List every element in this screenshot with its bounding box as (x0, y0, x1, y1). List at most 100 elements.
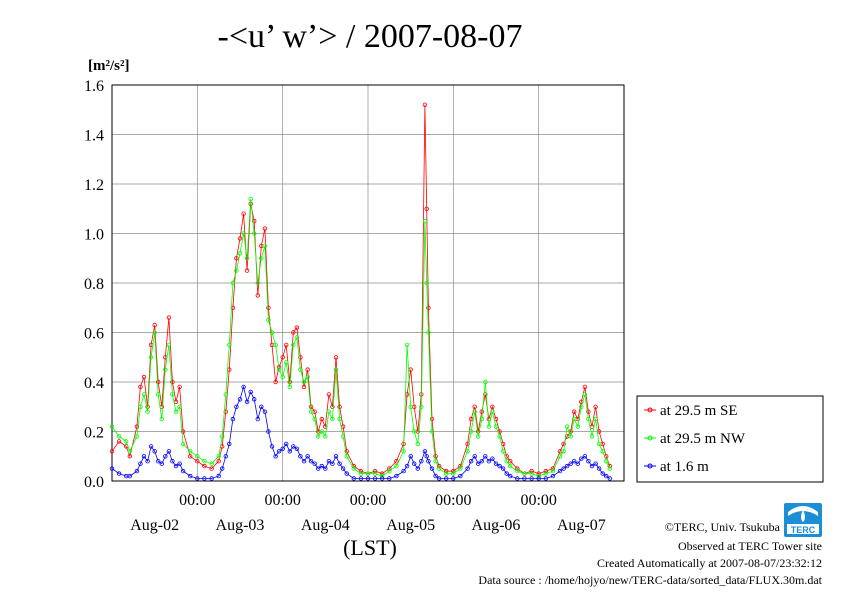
data-point (138, 404, 143, 409)
data-point (508, 473, 513, 479)
data-point (312, 416, 317, 422)
data-point (298, 367, 303, 372)
data-point (596, 466, 602, 471)
data-point (170, 379, 175, 385)
series-line (111, 104, 611, 475)
data-point (529, 471, 534, 476)
data-point (412, 461, 417, 466)
data-point (589, 463, 595, 469)
data-point (166, 315, 172, 320)
data-point (387, 468, 392, 474)
data-point (230, 280, 236, 286)
footer-copyright: ©TERC, Univ. Tsukuba (665, 520, 781, 534)
data-point (582, 384, 588, 390)
data-point (163, 454, 168, 459)
data-point (127, 454, 132, 459)
data-point (586, 459, 591, 464)
data-point (234, 268, 239, 273)
data-point (536, 471, 541, 476)
data-point (280, 355, 285, 360)
data-point (490, 409, 495, 414)
footer: ©TERC, Univ. Tsukuba Observed at TERC To… (478, 520, 822, 587)
data-point (422, 102, 428, 107)
data-point (241, 211, 246, 216)
data-point (195, 454, 200, 459)
data-point (234, 256, 239, 261)
data-point (280, 446, 285, 451)
data-point (305, 367, 310, 372)
data-point (472, 404, 477, 409)
data-point (568, 461, 573, 466)
data-point (152, 449, 157, 454)
data-point (248, 389, 253, 395)
series-line (111, 198, 611, 477)
data-point (426, 459, 431, 464)
data-point (337, 461, 342, 466)
data-point (408, 404, 413, 409)
data-point (301, 459, 307, 464)
data-point (155, 459, 161, 464)
data-point (298, 454, 303, 459)
series-2 (109, 384, 612, 481)
data-point (326, 392, 332, 397)
data-point (458, 466, 463, 471)
data-point (604, 459, 609, 464)
data-point (500, 449, 506, 454)
x-axis-ticks: Aug-0200:00Aug-0300:00Aug-0400:00Aug-050… (130, 492, 606, 534)
data-point (134, 424, 140, 429)
data-point (109, 424, 115, 429)
data-point (372, 468, 378, 474)
y-tick-label: 0.2 (84, 425, 104, 442)
data-point (269, 444, 275, 449)
footer-observed: Observed at TERC Tower site (678, 539, 822, 553)
data-point (294, 325, 300, 330)
data-point (227, 342, 232, 348)
data-point (561, 449, 566, 454)
data-point (497, 463, 502, 469)
data-point (401, 449, 406, 454)
x-axis-label: (LST) (343, 535, 397, 560)
data-point (424, 280, 429, 286)
data-point (259, 404, 264, 409)
data-point (486, 459, 492, 464)
data-point (195, 476, 200, 481)
data-point (180, 468, 186, 474)
data-point (536, 473, 541, 479)
y-tick-label: 1.4 (84, 128, 104, 145)
data-point (209, 466, 214, 471)
data-point (180, 441, 186, 447)
y-tick-label: 0.8 (84, 276, 104, 293)
data-point (424, 454, 429, 459)
data-point (451, 471, 456, 476)
data-point (216, 459, 221, 464)
data-point (490, 404, 495, 409)
data-point (529, 476, 534, 481)
data-point (173, 409, 179, 414)
data-point (308, 459, 314, 464)
data-point (291, 330, 296, 335)
y-tick-label: 0.6 (84, 326, 104, 343)
data-point (351, 466, 356, 471)
data-point (586, 416, 591, 422)
data-point (109, 466, 115, 471)
data-point (326, 409, 332, 414)
data-point (568, 434, 573, 439)
series-1 (109, 196, 612, 479)
x-tick-date-label: Aug-07 (557, 517, 606, 534)
data-point (483, 379, 488, 385)
data-point (230, 416, 236, 422)
data-point (166, 342, 172, 348)
data-point (123, 439, 129, 444)
data-point (305, 374, 310, 380)
data-point (138, 384, 143, 390)
data-point (319, 429, 324, 434)
data-point (415, 466, 420, 471)
data-point (600, 471, 605, 476)
series-0 (109, 102, 612, 476)
x-tick-date-label: Aug-06 (472, 517, 521, 534)
data-point (433, 473, 438, 479)
x-tick-date-label: Aug-02 (130, 517, 179, 534)
data-point (344, 471, 349, 476)
data-point (543, 471, 548, 476)
data-point (298, 355, 303, 360)
